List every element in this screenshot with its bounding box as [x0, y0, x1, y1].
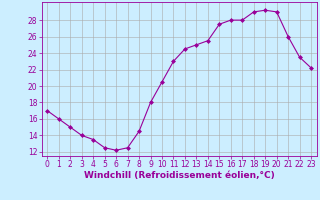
X-axis label: Windchill (Refroidissement éolien,°C): Windchill (Refroidissement éolien,°C) — [84, 171, 275, 180]
